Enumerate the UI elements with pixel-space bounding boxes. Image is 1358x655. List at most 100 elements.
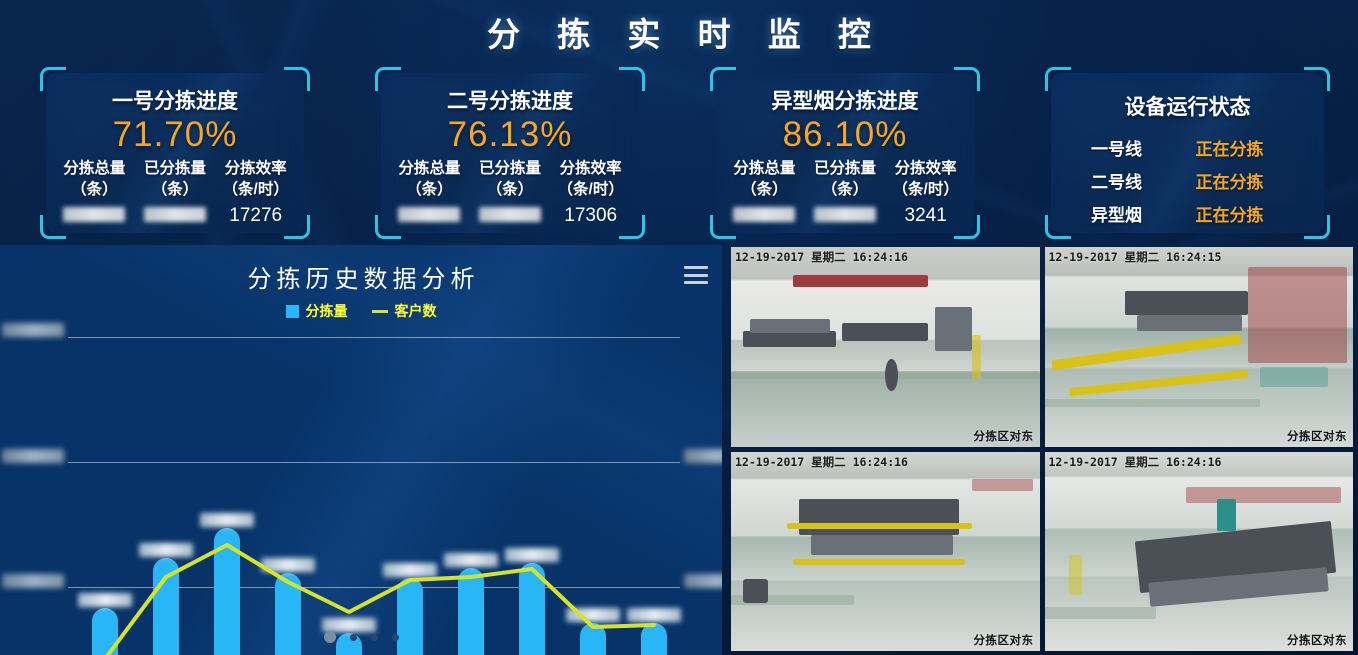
corner-bracket-icon bbox=[40, 67, 66, 91]
card-title: 二号分拣进度 bbox=[447, 90, 573, 113]
corner-bracket-icon bbox=[1045, 215, 1071, 239]
customer-count-line bbox=[105, 543, 656, 655]
status-row-line-2: 二号线 正在分拣 bbox=[1069, 164, 1306, 197]
corner-bracket-icon bbox=[619, 67, 645, 91]
metric-value: 3241 bbox=[904, 205, 947, 226]
corner-bracket-icon bbox=[375, 215, 401, 239]
bar[interactable] bbox=[627, 608, 681, 655]
metric-sorted: 已分拣量 （条） bbox=[470, 159, 551, 229]
camera-image bbox=[731, 451, 1040, 651]
chart-title: 分拣历史数据分析 bbox=[247, 266, 480, 293]
kpi-card-line-1[interactable]: 一号分拣进度 71.70% 分拣总量 （条） 已分拣量 （条） 分拣效率 （条/… bbox=[40, 67, 310, 239]
pagination-dot-4[interactable] bbox=[391, 633, 399, 641]
gridline bbox=[68, 462, 680, 463]
metric-value-masked bbox=[144, 207, 206, 222]
metric-efficiency: 分拣效率 （条/时） 3241 bbox=[885, 159, 966, 229]
camera-image bbox=[731, 247, 1040, 447]
metric-total: 分拣总量 （条） bbox=[389, 159, 470, 229]
bar[interactable] bbox=[78, 593, 132, 655]
metric-unit: （条） bbox=[486, 181, 534, 198]
metric-label: 已分拣量 bbox=[479, 160, 542, 177]
metric-total: 分拣总量 （条） bbox=[54, 159, 135, 229]
bar[interactable] bbox=[444, 553, 498, 655]
metric-unit: （条/时） bbox=[222, 181, 289, 198]
card-title: 一号分拣进度 bbox=[112, 90, 238, 113]
metric-label: 已分拣量 bbox=[814, 160, 877, 177]
bar-value-masked bbox=[139, 543, 193, 557]
metric-unit: （条） bbox=[71, 181, 118, 198]
card-percent-value: 86.10% bbox=[782, 115, 908, 154]
camera-timestamp: 12-19-2017 星期二 16:24:16 bbox=[735, 250, 908, 264]
status-list: 一号线 正在分拣 二号线 正在分拣 异型烟 正在分拣 bbox=[1069, 131, 1306, 230]
corner-bracket-icon bbox=[1304, 215, 1330, 239]
metric-unit: （条） bbox=[821, 181, 869, 198]
status-row-special: 异型烟 正在分拣 bbox=[1069, 197, 1306, 230]
corner-bracket-icon bbox=[710, 215, 736, 239]
camera-feed-2[interactable]: 12-19-2017 星期二 16:24:15 分拣区对东 bbox=[1044, 247, 1353, 447]
bar-value-masked bbox=[261, 558, 315, 572]
bar-value-masked bbox=[444, 553, 498, 567]
equipment-status-card[interactable]: 设备运行状态 一号线 正在分拣 二号线 正在分拣 异型烟 正在分拣 bbox=[1045, 67, 1330, 239]
metric-total: 分拣总量 （条） bbox=[724, 159, 805, 229]
y-axis-label-masked bbox=[2, 323, 64, 337]
camera-image bbox=[1044, 247, 1353, 447]
legend-label-bar[interactable]: 分拣量 bbox=[305, 303, 348, 319]
hamburger-menu-icon[interactable] bbox=[684, 266, 708, 284]
metric-sorted: 已分拣量 （条） bbox=[135, 159, 216, 229]
metric-efficiency: 分拣效率 （条/时） 17276 bbox=[215, 159, 296, 229]
history-chart-panel: 分拣历史数据分析 分拣量 客户数 0 0 bbox=[0, 245, 722, 655]
bar-value-masked bbox=[505, 548, 559, 562]
status-badge: 正在分拣 bbox=[1195, 206, 1264, 225]
page-title: 分 拣 实 时 监 控 bbox=[487, 16, 885, 53]
pagination-dot-3[interactable] bbox=[370, 633, 378, 641]
corner-bracket-icon bbox=[40, 215, 66, 239]
chart-legend: 分拣量 客户数 bbox=[0, 301, 722, 321]
bar[interactable] bbox=[383, 563, 437, 655]
metric-sorted: 已分拣量 （条） bbox=[805, 159, 886, 229]
chart-bars bbox=[68, 337, 681, 655]
status-row-line-1: 一号线 正在分拣 bbox=[1069, 131, 1306, 164]
camera-feed-1[interactable]: 12-19-2017 星期二 16:24:16 分拣区对东 bbox=[731, 247, 1040, 447]
camera-timestamp: 12-19-2017 星期二 16:24:16 bbox=[1048, 454, 1222, 469]
camera-timestamp: 12-19-2017 星期二 16:24:16 bbox=[735, 454, 908, 469]
metric-label: 分拣总量 bbox=[63, 160, 126, 177]
kpi-card-line-2[interactable]: 二号分拣进度 76.13% 分拣总量 （条） 已分拣量 （条） 分拣效率 （条/… bbox=[375, 67, 645, 239]
legend-label-line[interactable]: 客户数 bbox=[394, 303, 437, 319]
metric-value: 17306 bbox=[564, 205, 618, 226]
status-badge: 正在分拣 bbox=[1195, 140, 1264, 159]
bar-value-masked bbox=[78, 593, 132, 607]
corner-bracket-icon bbox=[1304, 67, 1330, 91]
corner-bracket-icon bbox=[1045, 67, 1071, 91]
camera-label: 分拣区对东 bbox=[973, 430, 1034, 443]
kpi-card-special-cigarette[interactable]: 异型烟分拣进度 86.10% 分拣总量 （条） 已分拣量 （条） 分拣效率 （条… bbox=[710, 67, 980, 239]
corner-bracket-icon bbox=[375, 67, 401, 91]
card-title: 异型烟分拣进度 bbox=[771, 90, 919, 113]
bar-value-masked bbox=[200, 513, 254, 527]
card-body bbox=[46, 73, 304, 233]
gridline bbox=[68, 337, 680, 338]
camera-label: 分拣区对东 bbox=[973, 635, 1034, 647]
carousel-pagination bbox=[0, 631, 722, 643]
camera-label: 分拣区对东 bbox=[1287, 430, 1347, 443]
metric-efficiency: 分拣效率 （条/时） 17306 bbox=[550, 159, 631, 229]
camera-image bbox=[1044, 451, 1353, 651]
camera-timestamp: 12-19-2017 星期二 16:24:15 bbox=[1048, 250, 1222, 264]
metric-unit: （条/时） bbox=[557, 181, 624, 198]
bar-value-masked bbox=[322, 618, 376, 632]
metric-label: 已分拣量 bbox=[144, 160, 207, 177]
camera-feed-4[interactable]: 12-19-2017 星期二 16:24:16 分拣区对东 bbox=[1044, 451, 1353, 651]
card-metrics: 分拣总量 （条） 已分拣量 （条） 分拣效率 （条/时） 17306 bbox=[389, 159, 631, 229]
chart-plot-area: 0 0 bbox=[2, 323, 722, 655]
metric-unit: （条） bbox=[151, 181, 199, 198]
pagination-dot-2[interactable] bbox=[349, 633, 357, 641]
camera-grid: 12-19-2017 星期二 16:24:16 分拣区对东 12-19-2017… bbox=[731, 247, 1353, 651]
legend-swatch-bar-icon bbox=[285, 304, 299, 318]
metric-label: 分拣效率 bbox=[224, 160, 287, 177]
metric-value: 17276 bbox=[229, 205, 283, 226]
pagination-dot-1[interactable] bbox=[323, 631, 336, 643]
y-axis-label-masked bbox=[2, 449, 64, 463]
y-axis-right-label-masked bbox=[684, 574, 722, 588]
metric-label: 分拣效率 bbox=[894, 160, 957, 177]
camera-feed-3[interactable]: 12-19-2017 星期二 16:24:16 分拣区对东 bbox=[731, 451, 1040, 651]
metric-value-masked bbox=[398, 207, 461, 222]
